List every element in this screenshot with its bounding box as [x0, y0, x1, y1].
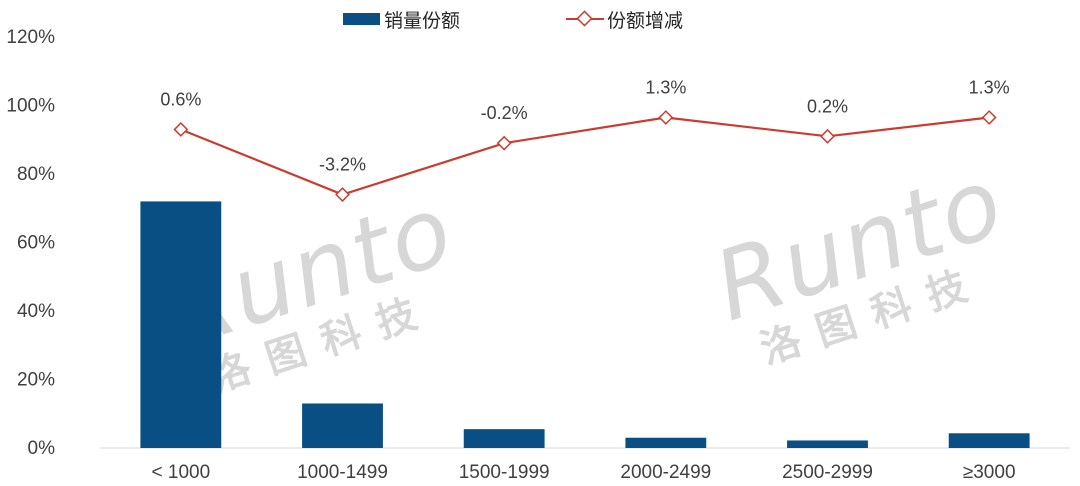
data-label: 1.3% — [645, 77, 686, 97]
x-axis: < 1000 1000-1499 1500-1999 2000-2499 2500-29… — [152, 462, 1016, 483]
data-label: 0.2% — [807, 96, 848, 116]
data-label: -0.2% — [481, 103, 528, 123]
line-point — [820, 128, 835, 144]
x-tick-label: < 1000 — [152, 462, 211, 483]
line-path — [180, 116, 990, 196]
line-point — [173, 122, 189, 137]
line-point — [496, 135, 512, 151]
y-tick-label: 0% — [28, 438, 56, 459]
y-axis: 0% 20% 40% 60% 80% 100% 120% — [6, 27, 55, 459]
bar — [787, 440, 868, 448]
watermark-right: Runto 洛图科技 — [702, 146, 1017, 374]
data-label: -3.2% — [319, 155, 366, 175]
line-point — [335, 187, 350, 202]
y-tick-label: 100% — [6, 96, 55, 117]
x-tick-label: 1000-1499 — [297, 462, 388, 483]
legend-label-bar: 销量份额 — [384, 10, 460, 32]
y-tick-label: 60% — [17, 233, 55, 254]
legend-label-line: 份额增减 — [607, 10, 683, 32]
bar — [463, 429, 545, 448]
y-tick-label: 120% — [6, 27, 55, 48]
bar — [140, 201, 222, 448]
data-label: 0.6% — [160, 89, 201, 109]
data-label: 1.3% — [969, 77, 1010, 97]
x-tick-label: 2000-2499 — [620, 462, 711, 483]
x-tick-label: 1500-1999 — [459, 462, 550, 483]
x-tick-label: 2500-2999 — [782, 462, 873, 483]
y-tick-label: 80% — [17, 164, 55, 185]
line-series: 0.6% -3.2% -0.2% 1.3% 0.2% 1.3% — [160, 77, 1010, 202]
bar-series — [140, 201, 1030, 448]
bar — [948, 433, 1030, 448]
legend-swatch-marker — [576, 10, 593, 27]
legend: 销量份额 份额增减 — [343, 10, 683, 32]
y-tick-label: 40% — [17, 301, 55, 322]
x-tick-label: ≥3000 — [963, 462, 1016, 483]
y-tick-label: 20% — [17, 370, 55, 391]
bar — [302, 403, 383, 448]
line-point — [658, 110, 674, 125]
legend-swatch-bar — [343, 13, 380, 25]
bar — [625, 437, 707, 448]
line-point — [981, 110, 997, 125]
